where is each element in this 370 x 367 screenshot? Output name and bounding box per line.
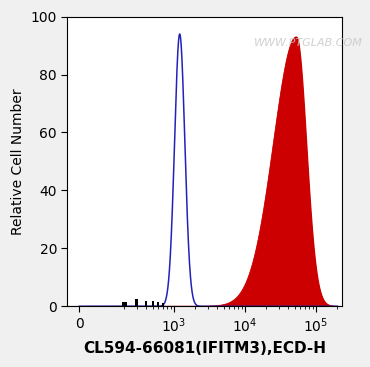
- Y-axis label: Relative Cell Number: Relative Cell Number: [11, 88, 25, 235]
- Bar: [135, 299, 138, 306]
- Bar: [145, 301, 147, 306]
- Text: WWW.PTGLAB.COM: WWW.PTGLAB.COM: [254, 37, 363, 48]
- Bar: [122, 302, 127, 306]
- Bar: [162, 303, 164, 306]
- Bar: [152, 301, 154, 306]
- Bar: [158, 302, 159, 306]
- X-axis label: CL594-66081(IFITM3),ECD-H: CL594-66081(IFITM3),ECD-H: [83, 341, 326, 356]
